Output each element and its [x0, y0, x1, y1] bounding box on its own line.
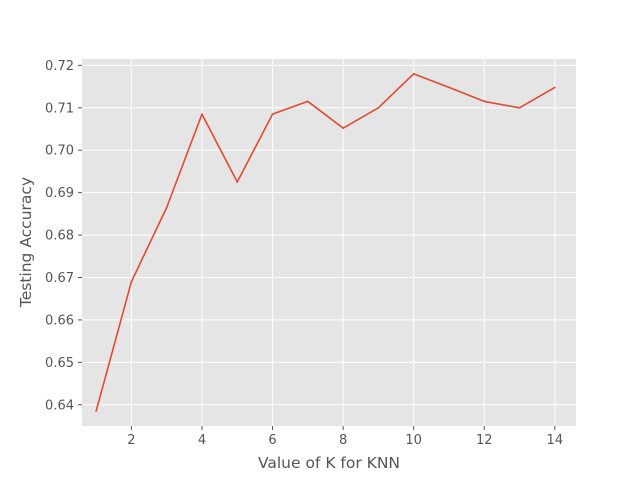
- data-point: [377, 106, 380, 109]
- data-point: [271, 113, 274, 115]
- y-gridlines: [82, 64, 576, 406]
- y-tick-label: 0.71: [45, 101, 74, 116]
- x-tick-label: 10: [405, 433, 422, 448]
- data-point: [165, 206, 168, 209]
- x-gridlines: [130, 59, 556, 426]
- y-tick-label: 0.66: [45, 313, 74, 328]
- x-tick-label: 2: [127, 433, 135, 448]
- data-point: [554, 86, 556, 89]
- x-axis-label: Value of K for KNN: [258, 454, 400, 472]
- data-point: [201, 113, 203, 115]
- y-tick-label: 0.65: [45, 356, 74, 371]
- data-point: [236, 181, 239, 183]
- y-axis: 0.64 0.65 0.66 0.67 0.68 0.69 0.70 0.71 0.72: [45, 59, 82, 413]
- series-layer: [95, 73, 556, 412]
- y-tick-label: 0.70: [45, 144, 74, 159]
- data-point: [412, 73, 415, 75]
- data-point: [448, 86, 450, 89]
- data-point: [95, 410, 97, 412]
- data-point: [342, 127, 344, 129]
- data-point: [130, 280, 133, 283]
- y-axis-label: Testing Accuracy: [17, 177, 35, 308]
- x-tick-label: 8: [339, 433, 347, 448]
- data-point: [483, 100, 486, 103]
- x-tick-label: 6: [268, 433, 276, 448]
- series-line: [95, 73, 556, 412]
- y-tick-label: 0.72: [45, 59, 74, 74]
- x-tick-label: 4: [198, 433, 206, 448]
- y-tick-label: 0.69: [45, 186, 74, 201]
- y-tick-label: 0.67: [45, 271, 74, 286]
- y-tick-label: 0.64: [45, 398, 74, 413]
- x-tick-label: 12: [476, 433, 493, 448]
- data-point: [518, 106, 521, 109]
- x-tick-label: 14: [547, 433, 564, 448]
- plot-background: [82, 59, 576, 426]
- y-tick-label: 0.68: [45, 229, 74, 244]
- data-point: [307, 100, 309, 103]
- x-axis: 2 4 6 8 10 12 14: [127, 426, 563, 448]
